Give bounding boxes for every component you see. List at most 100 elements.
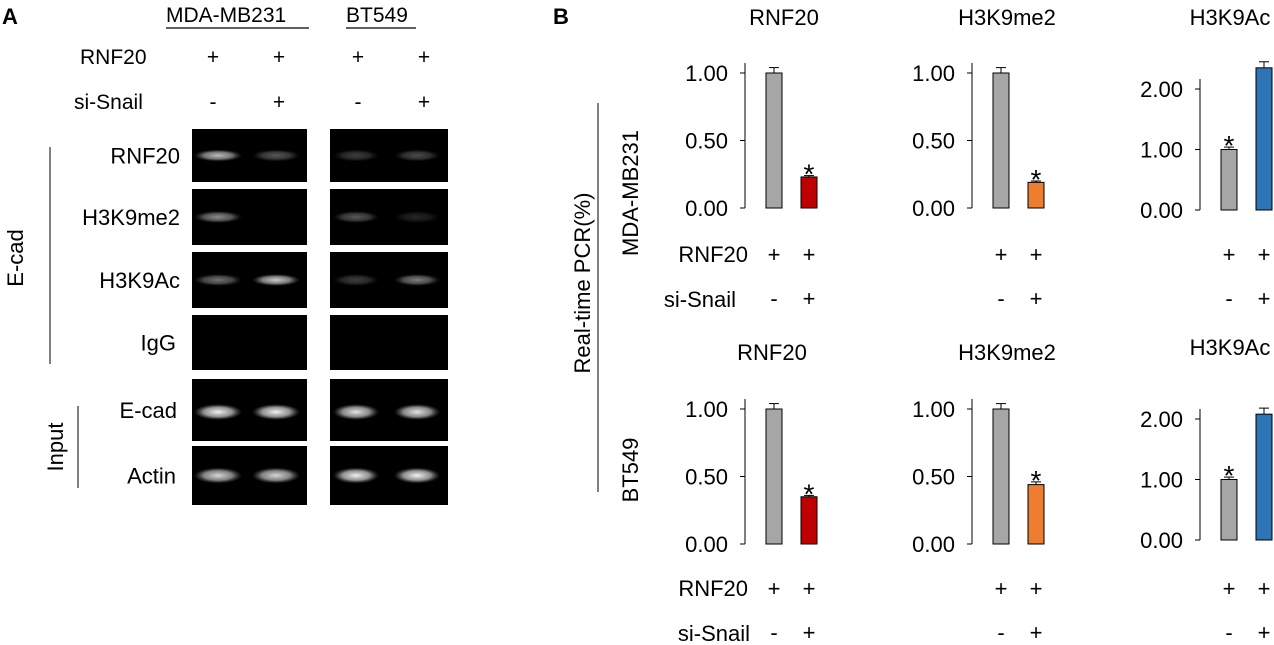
panel-a-row-label: Actin xyxy=(127,464,176,489)
bar xyxy=(992,408,1010,545)
y-tick-label: 0.00 xyxy=(685,196,728,221)
cell-line-mda-mb231-label: MDA-MB231 xyxy=(166,4,286,27)
gel-band xyxy=(333,404,379,420)
sisnail-sign: + xyxy=(1030,620,1043,645)
rnf20-sign: + xyxy=(1223,576,1236,601)
y-tick-label: 0.50 xyxy=(912,129,955,154)
y-tick-label: 0.00 xyxy=(1140,198,1183,223)
panel-a-sisnail-sign: + xyxy=(273,91,285,114)
panel-a-rnf20-sign: + xyxy=(352,46,364,69)
panel-a-rnf20-sign: + xyxy=(273,46,285,69)
panel-a-sisnail-label: si-Snail xyxy=(74,91,143,114)
y-tick-label: 0.50 xyxy=(912,465,955,490)
panel-b-sisnail-label-bt: si-Snail xyxy=(678,621,750,645)
y-tick-label: 1.00 xyxy=(685,397,728,422)
panel-a-row-label: E-cad xyxy=(120,398,177,423)
y-tick-label: 2.00 xyxy=(1140,407,1183,432)
gel-band xyxy=(252,274,300,286)
panel-b-letter: B xyxy=(553,4,569,29)
rnf20-sign: + xyxy=(1258,576,1271,601)
bar-chart: H3K9Ac 0.00 1.00 2.00 * + + - + xyxy=(1140,5,1273,311)
sisnail-sign: - xyxy=(997,286,1004,311)
cell-line-bt549-label: BT549 xyxy=(346,4,408,27)
panel-b-rnf20-label-bt: RNF20 xyxy=(678,576,748,601)
panel-a-row-labels: RNF20 H3K9me2 H3K9Ac IgG E-cad Actin xyxy=(82,144,180,489)
rnf20-sign: + xyxy=(1223,242,1236,267)
y-tick-label: 0.00 xyxy=(685,532,728,557)
rnf20-sign: + xyxy=(768,242,781,267)
panel-b-sisnail-label-mda: si-Snail xyxy=(664,287,736,312)
row-label-bt549: BT549 xyxy=(618,438,643,503)
chart-title: H3K9me2 xyxy=(958,5,1056,30)
sisnail-sign: + xyxy=(803,286,816,311)
sisnail-sign: + xyxy=(1258,286,1271,311)
y-tick-label: 2.00 xyxy=(1140,77,1183,102)
bar xyxy=(765,72,783,209)
y-tick-label: 1.00 xyxy=(1140,468,1183,493)
panel-a-row-label: IgG xyxy=(141,331,176,356)
bar-chart: H3K9me2 0.00 0.50 1.00 * + + - + xyxy=(912,5,1056,311)
panel-b: B Real-time PCR(%) MDA-MB231 BT549 RNF20… xyxy=(553,4,1273,645)
rnf20-sign: + xyxy=(995,576,1008,601)
sisnail-sign: + xyxy=(1258,620,1271,645)
rnf20-sign: + xyxy=(1258,242,1271,267)
bar xyxy=(1255,413,1273,541)
row-label-mda-mb231: MDA-MB231 xyxy=(618,130,643,256)
significance-star: * xyxy=(1031,164,1042,195)
bar xyxy=(1255,67,1273,211)
gel-band xyxy=(194,467,242,484)
gel-band xyxy=(394,149,440,162)
panel-a-condition-signs: + + + + - + - + xyxy=(207,46,430,114)
panel-a-row-label: H3K9me2 xyxy=(82,205,180,230)
panel-b-charts: RNF20 0.00 0.50 1.00 * + + - + H3K9me2 0.00 0.50 1.0… xyxy=(664,5,1273,645)
gel-band xyxy=(333,467,379,484)
gel-band xyxy=(194,274,242,286)
rnf20-sign: + xyxy=(1030,576,1043,601)
chart-title: H3K9Ac xyxy=(1190,335,1271,360)
bar-chart: RNF20 0.00 0.50 1.00 * + + - + xyxy=(685,5,819,311)
y-tick-label: 0.00 xyxy=(912,196,955,221)
panel-a-letter: A xyxy=(2,4,18,29)
significance-star: * xyxy=(1224,130,1235,161)
y-tick-label: 0.50 xyxy=(685,465,728,490)
gel-band xyxy=(333,211,379,223)
sisnail-sign: - xyxy=(770,286,777,311)
y-tick-label: 0.00 xyxy=(1140,528,1183,553)
gel-block-mda-mb231 xyxy=(192,315,307,370)
gel-band xyxy=(394,274,440,286)
gel-block-bt549 xyxy=(330,315,448,370)
y-tick-label: 0.00 xyxy=(912,532,955,557)
sisnail-sign: - xyxy=(1225,620,1232,645)
panel-a-sisnail-sign: - xyxy=(355,91,362,114)
chart-title: H3K9Ac xyxy=(1190,5,1271,30)
sisnail-sign: - xyxy=(1225,286,1232,311)
rnf20-sign: + xyxy=(995,242,1008,267)
gel-band xyxy=(194,149,242,162)
sisnail-sign: + xyxy=(803,620,816,645)
bar xyxy=(765,408,783,545)
panel-a-row-label: RNF20 xyxy=(110,144,180,169)
panel-a-gel-images xyxy=(192,129,448,505)
chart-title: H3K9me2 xyxy=(958,340,1056,365)
input-group-label: Input xyxy=(43,423,68,472)
gel-band xyxy=(394,467,440,484)
panel-a-rnf20-sign: + xyxy=(207,46,219,69)
panel-a: A MDA-MB231 BT549 RNF20 si-Snail + + + + - + -… xyxy=(2,4,448,505)
y-tick-label: 1.00 xyxy=(912,397,955,422)
panel-a-row-label: H3K9Ac xyxy=(99,268,180,293)
y-axis-title: Real-time PCR(%) xyxy=(570,193,595,374)
bar-chart: H3K9me2 0.00 0.50 1.00 * + + - + xyxy=(912,340,1056,645)
significance-star: * xyxy=(804,159,815,190)
panel-a-rnf20-sign: + xyxy=(418,46,430,69)
significance-star: * xyxy=(1224,460,1235,491)
gel-band xyxy=(252,149,300,162)
y-tick-label: 1.00 xyxy=(1140,138,1183,163)
gel-band xyxy=(394,211,440,223)
gel-band xyxy=(333,149,379,162)
sisnail-sign: - xyxy=(770,620,777,645)
panel-b-rnf20-label-mda: RNF20 xyxy=(678,242,748,267)
gel-band xyxy=(194,404,242,420)
gel-band xyxy=(333,274,379,286)
rnf20-sign: + xyxy=(803,242,816,267)
